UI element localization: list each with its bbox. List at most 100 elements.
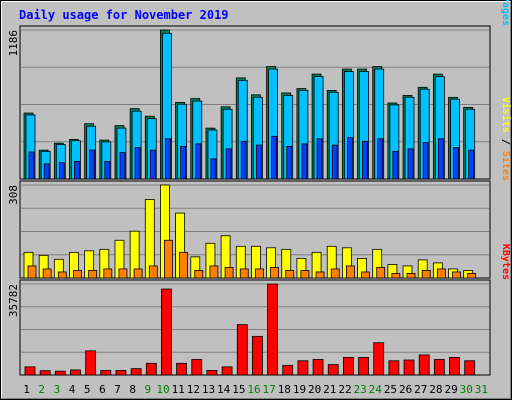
kbytes-bar <box>464 360 476 376</box>
pages-bar <box>28 151 35 180</box>
x-tick-label: 21 <box>323 383 336 396</box>
pages-bar <box>422 142 429 180</box>
chart-title: Daily usage for November 2019 <box>19 8 229 22</box>
x-tick-label: 16 <box>247 383 260 396</box>
sites-bar <box>239 268 249 279</box>
kbytes-bar <box>327 364 339 376</box>
legend-visits: Visits <box>500 97 512 133</box>
x-tick-label: 14 <box>217 383 231 396</box>
kbytes-bar <box>39 370 51 376</box>
x-tick-label: 23 <box>354 383 367 396</box>
sites-bar <box>452 271 461 279</box>
x-tick-label: 8 <box>129 383 136 396</box>
kbytes-bar <box>145 362 157 376</box>
x-tick-label: 31 <box>475 383 488 396</box>
panel-2: 308 Visits / Sites <box>7 97 512 279</box>
y-max-label: 308 <box>7 185 20 205</box>
pages-bar <box>407 148 414 180</box>
x-tick-label: 11 <box>172 383 185 396</box>
sites-bar <box>118 268 128 279</box>
kbytes-bar <box>70 369 81 376</box>
kbytes-bar <box>176 362 188 376</box>
pages-bar <box>301 143 308 180</box>
pages-bar <box>286 145 293 180</box>
x-tick-label: 30 <box>460 383 473 396</box>
x-tick-label: 13 <box>202 383 215 396</box>
sites-bar <box>42 268 52 279</box>
legend: Visits / Sites <box>500 97 512 181</box>
x-tick-label: 15 <box>232 383 245 396</box>
kbytes-bar <box>24 366 36 376</box>
x-tick-label: 17 <box>263 383 276 396</box>
kbytes-bar <box>130 368 142 376</box>
y-max-label: 35782 <box>7 284 20 317</box>
pages-bar <box>316 138 323 180</box>
x-tick-label: 3 <box>54 383 61 396</box>
x-tick-label: 20 <box>308 383 321 396</box>
sites-bar <box>194 270 204 279</box>
kbytes-bar <box>373 342 385 376</box>
pages-bar <box>271 135 277 180</box>
pages-bar <box>180 145 187 180</box>
pages-bar <box>256 144 262 180</box>
kbytes-bar <box>206 370 218 376</box>
legend-pages: Pages <box>500 0 511 26</box>
x-tick-label: 29 <box>444 383 457 396</box>
pages-bar <box>58 162 65 180</box>
kbytes-bar <box>100 370 112 376</box>
sites-bar <box>361 271 370 279</box>
sites-bar <box>103 268 113 279</box>
kbytes-bar <box>403 359 415 376</box>
sites-bar <box>406 273 416 279</box>
pages-bar <box>165 138 171 180</box>
legend-separator: / <box>500 133 511 151</box>
x-tick-label: 25 <box>384 383 397 396</box>
kbytes-bar <box>115 370 127 376</box>
kbytes-bar <box>161 288 172 376</box>
x-tick-label: 28 <box>429 383 442 396</box>
pages-bar <box>346 137 353 180</box>
x-tick-label: 22 <box>338 383 351 396</box>
pages-bar <box>210 158 217 180</box>
sites-bar <box>330 268 340 279</box>
pages-bar <box>437 138 444 180</box>
sites-bar <box>255 268 264 279</box>
sites-bar <box>27 265 37 279</box>
pages-bar <box>453 147 459 180</box>
sites-bar <box>376 267 386 279</box>
kbytes-bar <box>236 324 248 376</box>
sites-bar <box>224 267 234 279</box>
legend-kbytes: KBytes <box>500 244 511 280</box>
pages-bar <box>134 147 141 180</box>
sites-bar <box>164 239 173 279</box>
kbytes-bar <box>282 364 294 376</box>
pages-bar <box>104 161 111 180</box>
x-tick-label: 19 <box>293 383 306 396</box>
kbytes-bar <box>312 359 324 376</box>
pages-bar <box>377 138 384 180</box>
pages-bar <box>89 149 96 180</box>
x-tick-label: 2 <box>38 383 45 396</box>
sites-bar <box>315 271 325 279</box>
x-tick-label: 7 <box>114 383 121 396</box>
sites-bar <box>148 265 158 279</box>
legend: KBytes <box>500 244 511 280</box>
panel-1: 1186 Hits / Files / Pages <box>7 0 512 180</box>
pages-bar <box>74 161 80 180</box>
kbytes-bar <box>358 357 369 376</box>
x-tick-label: 6 <box>99 383 106 396</box>
pages-bar <box>225 148 232 180</box>
sites-bar <box>285 270 295 279</box>
sites-bar <box>270 267 279 279</box>
x-tick-label: 10 <box>156 383 169 396</box>
legend: Hits / Files / Pages <box>500 0 512 26</box>
kbytes-bar <box>54 370 66 376</box>
pages-bar <box>362 140 368 180</box>
x-tick-label: 4 <box>69 383 76 396</box>
x-axis-labels: 1 2 3 4 5 6 7 8 9 10 11 12 13 14 15 16 17 18 19 20 21 22 23 24 2… <box>23 383 488 396</box>
y-max-label: 1186 <box>7 30 20 57</box>
x-tick-label: 27 <box>414 383 427 396</box>
sites-bar <box>391 273 401 279</box>
kbytes-bar <box>433 359 445 376</box>
sites-bar <box>57 271 67 279</box>
